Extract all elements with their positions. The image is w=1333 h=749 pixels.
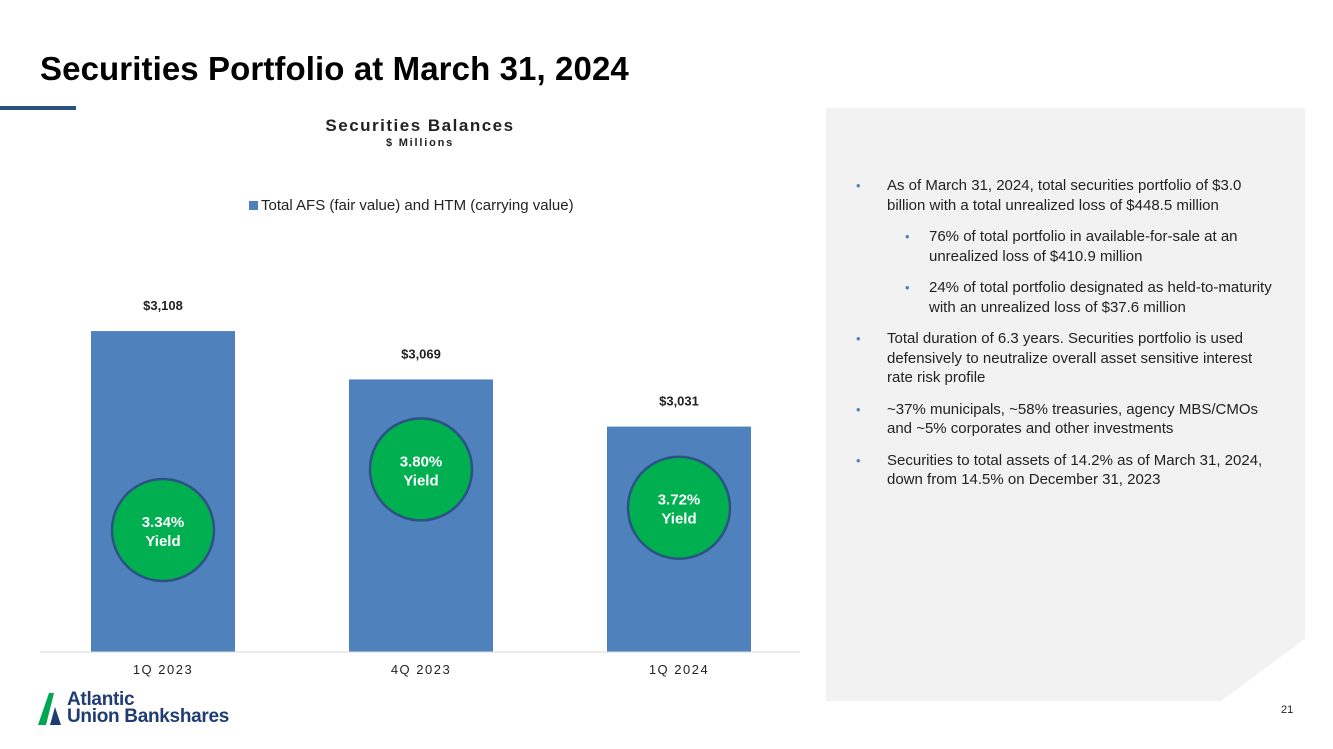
yield-badge (110, 477, 216, 583)
bullet-item: • ~37% municipals, ~58% treasuries, agenc… (856, 400, 1276, 439)
yield-label: Yield (661, 511, 696, 528)
bar-chart: $3,108 1Q 2023 3.34% Yield $3,069 4Q 2023 3.80… (40, 298, 800, 677)
yield-badge (626, 455, 732, 560)
x-tick-label: 4Q 2023 (391, 662, 451, 677)
page-number: 21 (1281, 704, 1294, 716)
bullet-text: 76% of total portfolio in available-for-… (929, 228, 1238, 265)
logo-wordmark: Atlantic Union Bankshares (67, 689, 230, 727)
bullet-text: ~37% municipals, ~58% treasuries, agency… (887, 400, 1258, 438)
yield-value: 3.80% (400, 453, 443, 470)
bullet-text: 24% of total portfolio designated as hel… (929, 279, 1272, 316)
sub-bullet-item: • 76% of total portfolio in available-for… (856, 227, 1276, 266)
bullet-dot-icon: • (905, 229, 910, 244)
bullet-dot-icon: • (905, 280, 910, 295)
bullet-dot-icon: • (856, 178, 861, 193)
bar-value-label: $3,108 (143, 298, 183, 313)
bullet-item: • Securities to total assets of 14.2% as … (856, 451, 1276, 490)
yield-badge (368, 417, 474, 522)
logo-mark-icon (38, 693, 61, 725)
x-tick-label: 1Q 2023 (133, 662, 193, 677)
company-logo: Atlantic Union Bankshares (38, 689, 230, 727)
bullet-text: Total duration of 6.3 years. Securities … (887, 330, 1253, 386)
chart-legend: Total AFS (fair value) and HTM (carrying… (249, 197, 574, 214)
logo-line-2: Union Bankshares (67, 706, 230, 727)
bullet-dot-icon: • (856, 452, 861, 468)
chart-subtitle: $ Millions (385, 137, 455, 149)
bar-value-label: $3,031 (659, 394, 699, 409)
yield-value: 3.72% (658, 492, 701, 509)
bullet-list: • As of March 31, 2024, total securities … (856, 176, 1276, 502)
page-title: Securities Portfolio at March 31, 2024 (40, 50, 629, 87)
bullet-item: • As of March 31, 2024, total securities … (856, 176, 1276, 215)
yield-label: Yield (145, 533, 180, 550)
logo-line-1: Atlantic (67, 689, 135, 710)
bullet-text: As of March 31, 2024, total securities p… (887, 177, 1242, 214)
yield-label: Yield (403, 472, 438, 489)
chart-title: Securities Balances (325, 116, 515, 135)
bullet-text: Securities to total assets of 14.2% as o… (887, 451, 1263, 489)
bullet-dot-icon: • (856, 401, 861, 417)
bullet-dot-icon: • (856, 331, 861, 346)
sub-bullet-item: • 24% of total portfolio designated as he… (856, 278, 1276, 317)
yield-value: 3.34% (142, 514, 185, 531)
legend-label: Total AFS (fair value) and HTM (carrying… (261, 197, 574, 214)
title-underline (0, 106, 76, 110)
legend-swatch (249, 201, 258, 210)
commentary-panel: • As of March 31, 2024, total securities … (826, 108, 1305, 701)
bar-value-label: $3,069 (401, 346, 441, 361)
bullet-item: • Total duration of 6.3 years. Securities… (856, 329, 1276, 388)
x-tick-label: 1Q 2024 (649, 662, 709, 677)
